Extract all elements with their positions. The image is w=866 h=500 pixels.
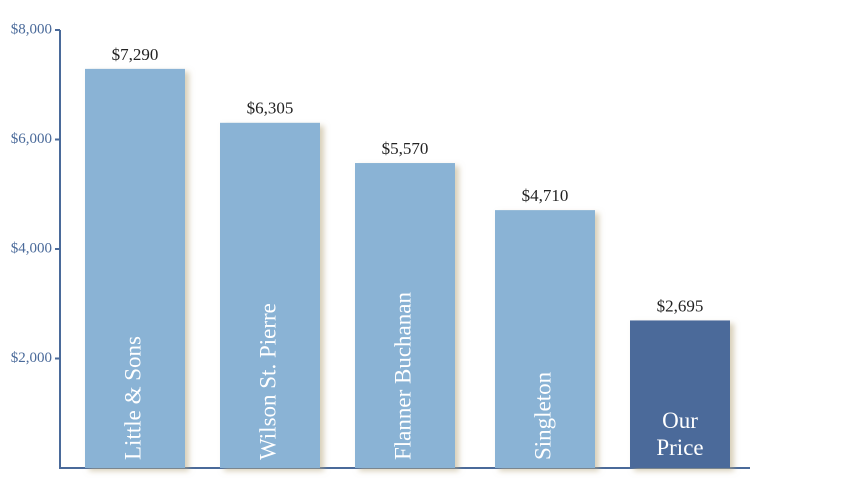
- bar: [355, 163, 455, 469]
- y-tick-label: $2,000: [11, 350, 52, 366]
- value-label: $4,710: [522, 186, 569, 205]
- bar: [85, 68, 185, 468]
- value-label: $7,290: [112, 45, 159, 64]
- category-label: Little & Sons: [120, 336, 145, 460]
- y-tick-label: $8,000: [11, 21, 52, 37]
- category-label-line: Our: [662, 408, 698, 433]
- y-tick-label: $4,000: [11, 240, 52, 256]
- value-label: $5,570: [382, 139, 429, 158]
- bar: [495, 210, 595, 468]
- value-label: $2,695: [657, 296, 704, 315]
- bar: [630, 320, 730, 468]
- category-label: Wilson St. Pierre: [255, 303, 280, 460]
- category-label: Singleton: [530, 371, 555, 460]
- category-label-line: Price: [656, 435, 703, 460]
- value-label: $6,305: [247, 99, 294, 118]
- category-label: Flanner Buchanan: [390, 292, 415, 460]
- category-label: Our Price: [656, 408, 703, 460]
- bar: [220, 122, 320, 469]
- y-tick-label: $6,000: [11, 131, 52, 147]
